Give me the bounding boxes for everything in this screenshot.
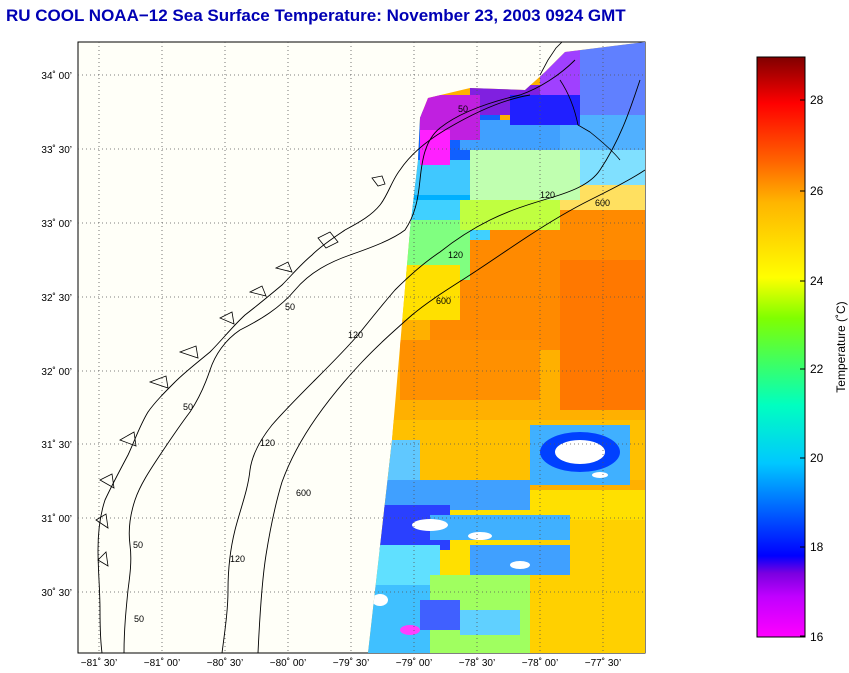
lon-tick-label: −77˚ 30’ [585, 657, 621, 669]
contour-label: 50 [285, 302, 295, 312]
lon-tick-label: −80˚ 30’ [207, 657, 243, 669]
isobath-600 [257, 169, 646, 654]
latitude-axis: 34˚ 00’ 33˚ 30’ 33˚ 00’ 32˚ 30’ 32˚ 00’ … [41, 70, 72, 599]
colorbar: 28 26 24 22 20 18 16 Temperature (˚C) [756, 56, 848, 644]
lat-tick-label: 33˚ 30’ [41, 144, 72, 156]
isobath-50 [123, 59, 576, 654]
colorbar-tick-label: 20 [810, 451, 824, 465]
colorbar-tick-label: 28 [810, 93, 824, 107]
lon-tick-label: −81˚ 30’ [81, 657, 117, 669]
lon-tick-label: −79˚ 30’ [333, 657, 369, 669]
contour-label: 120 [230, 554, 245, 564]
contour-labels: 50 50 50 50 50 120 120 120 120 120 600 6… [133, 104, 610, 624]
contour-label: 120 [348, 330, 363, 340]
lon-tick-label: −81˚ 00’ [144, 657, 180, 669]
colorbar-axis-label: Temperature (˚C) [834, 301, 848, 392]
lat-tick-label: 30˚ 30’ [41, 587, 72, 599]
contour-label: 120 [448, 250, 463, 260]
colorbar-gradient [756, 56, 806, 638]
contour-label: 600 [296, 488, 311, 498]
longitude-axis: −81˚ 30’ −81˚ 00’ −80˚ 30’ −80˚ 00’ −79˚… [81, 657, 621, 669]
lat-tick-label: 33˚ 00’ [41, 218, 72, 230]
contour-label: 50 [134, 614, 144, 624]
contour-label: 50 [133, 540, 143, 550]
contour-label: 120 [260, 438, 275, 448]
colorbar-tick-label: 26 [810, 184, 824, 198]
contour-label: 50 [183, 402, 193, 412]
contour-label: 600 [436, 296, 451, 306]
colorbar-tick-label: 18 [810, 540, 824, 554]
lat-tick-label: 31˚ 00’ [41, 513, 72, 525]
contour-label: 120 [540, 190, 555, 200]
isobath-120 [221, 79, 641, 654]
colorbar-tick-label: 24 [810, 274, 824, 288]
lat-tick-label: 32˚ 30’ [41, 292, 72, 304]
lat-tick-label: 32˚ 00’ [41, 366, 72, 378]
graticule [78, 42, 645, 653]
contour-label: 600 [595, 198, 610, 208]
colorbar-tick-label: 16 [810, 630, 824, 644]
lon-tick-label: −79˚ 00’ [396, 657, 432, 669]
coastline-detail [95, 41, 621, 567]
lon-tick-label: −80˚ 00’ [270, 657, 306, 669]
lat-tick-label: 31˚ 30’ [41, 439, 72, 451]
contour-label: 50 [458, 104, 468, 114]
lon-tick-label: −78˚ 00’ [522, 657, 558, 669]
lon-tick-label: −78˚ 30’ [459, 657, 495, 669]
lat-tick-label: 34˚ 00’ [41, 70, 72, 82]
colorbar-tick-label: 22 [810, 362, 824, 376]
map-title: RU COOL NOAA−12 Sea Surface Temperature:… [6, 6, 626, 25]
coastline [97, 94, 531, 654]
